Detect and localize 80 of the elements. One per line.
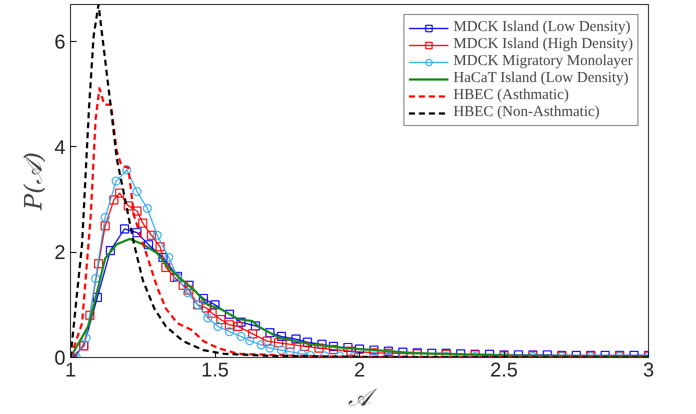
point — [245, 336, 254, 346]
y-axis-title: P(𝒜) — [19, 152, 48, 211]
point — [291, 334, 300, 344]
point — [354, 344, 364, 354]
point — [146, 230, 156, 240]
point — [120, 224, 130, 234]
point — [182, 288, 192, 298]
point — [138, 218, 148, 228]
legend-label: HBEC (Non-Asthmatic) — [453, 104, 600, 121]
point — [286, 347, 295, 356]
x-tick-label: 1 — [64, 360, 76, 382]
point — [213, 322, 222, 331]
point — [82, 333, 91, 343]
legend-label: HBEC (Asthmatic) — [453, 87, 569, 104]
point — [256, 340, 266, 350]
point — [265, 328, 274, 338]
y-tick-label: 2 — [54, 242, 66, 264]
point — [132, 186, 142, 196]
x-tick-label: 3 — [642, 360, 654, 382]
x-axis-title: 𝒜 — [348, 384, 378, 412]
point — [132, 228, 142, 238]
legend-label: MDCK Island (Low Density) — [453, 19, 630, 36]
point — [276, 332, 286, 341]
point — [112, 176, 121, 186]
point — [124, 201, 133, 210]
legend-label: MDCK Island (High Density) — [453, 36, 633, 53]
point — [216, 315, 226, 324]
point — [85, 310, 94, 320]
point — [156, 242, 165, 252]
y-tick-label: 4 — [54, 136, 66, 159]
point — [132, 206, 142, 216]
legend-label: HaCaT Island (Low Density) — [453, 70, 629, 87]
point — [317, 340, 326, 349]
point — [109, 195, 118, 205]
x-tick-label: 1.5 — [201, 360, 229, 382]
point — [161, 262, 170, 272]
point — [184, 286, 194, 295]
point — [152, 230, 162, 240]
point — [91, 274, 100, 284]
point — [100, 221, 110, 230]
point — [346, 346, 356, 356]
point — [274, 338, 284, 348]
point — [265, 343, 274, 353]
point — [302, 338, 312, 347]
x-tick-label: 2 — [354, 360, 366, 382]
point — [198, 294, 208, 304]
point — [203, 313, 212, 323]
point — [100, 212, 110, 222]
point — [178, 280, 188, 290]
point — [262, 336, 272, 346]
point — [158, 252, 168, 262]
point — [224, 320, 234, 330]
point — [224, 310, 234, 319]
point — [276, 346, 286, 355]
point — [398, 348, 408, 357]
point — [236, 318, 246, 327]
point — [94, 259, 104, 268]
y-tick-label: 0 — [54, 348, 66, 370]
point — [92, 292, 102, 302]
point — [343, 342, 352, 352]
point — [314, 343, 324, 353]
point — [208, 308, 217, 318]
y-tick-label: 6 — [54, 31, 66, 54]
point — [170, 272, 180, 282]
point — [250, 321, 260, 330]
legend-label: MDCK Migratory Monolayer — [453, 53, 633, 70]
point — [164, 252, 174, 262]
point — [234, 322, 243, 331]
point — [106, 246, 115, 256]
point — [202, 303, 211, 313]
point — [328, 345, 338, 354]
point — [142, 204, 152, 213]
point — [300, 342, 310, 351]
point — [210, 300, 220, 310]
point — [236, 332, 246, 341]
point — [224, 327, 234, 336]
point — [144, 240, 154, 250]
x-tick-label: 2.5 — [490, 360, 518, 382]
point — [122, 165, 132, 174]
point — [248, 329, 258, 338]
